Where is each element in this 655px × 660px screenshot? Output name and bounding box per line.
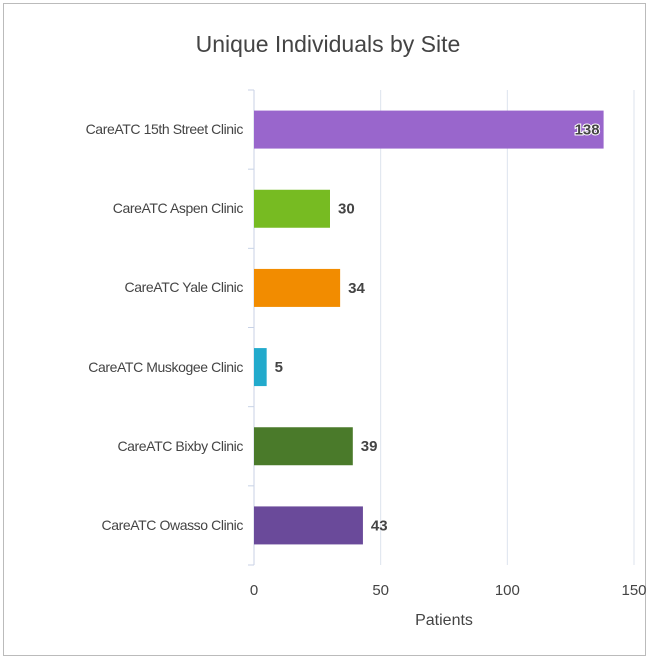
chart-title: Unique Individuals by Site xyxy=(196,31,461,57)
x-tick-label: 50 xyxy=(372,582,389,599)
data-label: 138 xyxy=(575,122,600,139)
bar xyxy=(254,110,604,149)
y-tick-label: CareATC 15th Street Clinic xyxy=(85,121,244,138)
y-tick-label: CareATC Owasso Clinic xyxy=(101,516,244,533)
data-label: 5 xyxy=(275,359,283,376)
bar xyxy=(254,189,330,228)
data-label: 30 xyxy=(338,201,355,218)
y-tick-label: CareATC Bixby Clinic xyxy=(117,437,243,454)
y-tick-label: CareATC Yale Clinic xyxy=(124,279,244,296)
data-label: 39 xyxy=(361,438,378,455)
y-tick-label: CareATC Aspen Clinic xyxy=(112,200,244,217)
x-tick-label: 0 xyxy=(250,582,258,599)
bar xyxy=(254,427,353,466)
x-axis-title: Patients xyxy=(415,612,473,629)
x-tick-label: 150 xyxy=(621,582,646,599)
y-tick-label: CareATC Muskogee Clinic xyxy=(88,358,243,375)
data-label: 43 xyxy=(371,517,388,534)
x-tick-label: 100 xyxy=(495,582,520,599)
data-label: 34 xyxy=(348,280,365,297)
bar xyxy=(254,268,341,307)
bar xyxy=(254,506,363,545)
bar xyxy=(254,348,267,387)
